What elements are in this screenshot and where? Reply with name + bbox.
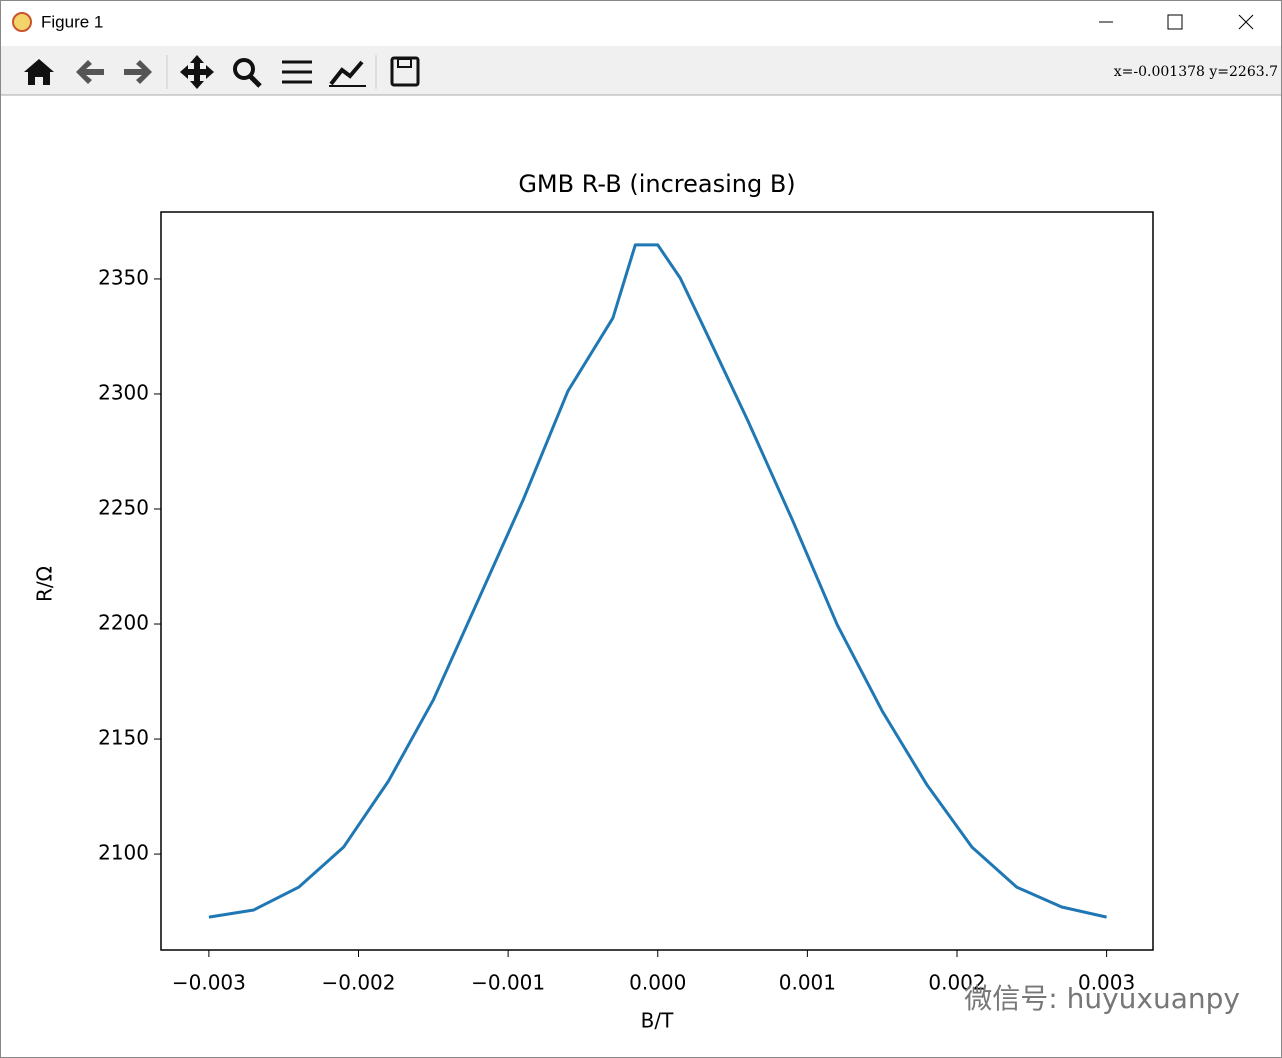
x-tick-label: 0.003	[1078, 971, 1135, 995]
chart-title: GMB R-B (increasing B)	[518, 170, 795, 198]
configure-button[interactable]	[282, 60, 312, 84]
x-tick-label: −0.003	[172, 971, 246, 995]
y-tick-label: 2200	[98, 611, 149, 635]
maximize-button[interactable]	[1167, 14, 1183, 30]
window-title: Figure 1	[41, 12, 103, 31]
zoom-handle	[248, 74, 262, 88]
y-tick-label: 2100	[98, 841, 149, 865]
y-tick-label: 2150	[98, 726, 149, 750]
chart: GMB R-B (increasing B) B/T R/Ω −0.003 −0.…	[33, 170, 1154, 1033]
toolbar: x=-0.001378 y=2263.7	[1, 46, 1281, 96]
edit-axes-button[interactable]	[329, 60, 364, 86]
home-button[interactable]	[24, 59, 54, 85]
data-line	[208, 243, 1107, 919]
app-icon	[12, 12, 32, 32]
x-tick-label: −0.001	[471, 971, 545, 995]
pan-button[interactable]	[180, 55, 214, 89]
coordinates: x=-0.001378 y=2263.7	[1114, 64, 1278, 80]
close-button[interactable]	[1238, 14, 1254, 30]
y-tick-label: 2350	[98, 265, 149, 289]
title-bar: Figure 1	[12, 12, 1254, 32]
back-button[interactable]	[76, 60, 104, 84]
axes-frame	[160, 211, 1154, 951]
watermark: 微信号: huyuxuanpy	[964, 982, 1240, 1015]
save-icon-part	[397, 58, 412, 68]
zoom-button[interactable]	[233, 58, 255, 80]
x-tick-label: 0.001	[779, 971, 836, 995]
y-tick-label: 2300	[98, 380, 149, 404]
x-axis-label: B/T	[641, 1009, 674, 1033]
x-tick-label: 0.002	[928, 971, 985, 995]
forward-button[interactable]	[124, 60, 152, 84]
toolbar-bg	[1, 46, 1281, 95]
x-tick-label: −0.002	[321, 971, 395, 995]
y-axis-label: R/Ω	[33, 566, 57, 602]
y-tick-label: 2250	[98, 495, 149, 519]
x-tick-label: 0.000	[629, 971, 686, 995]
